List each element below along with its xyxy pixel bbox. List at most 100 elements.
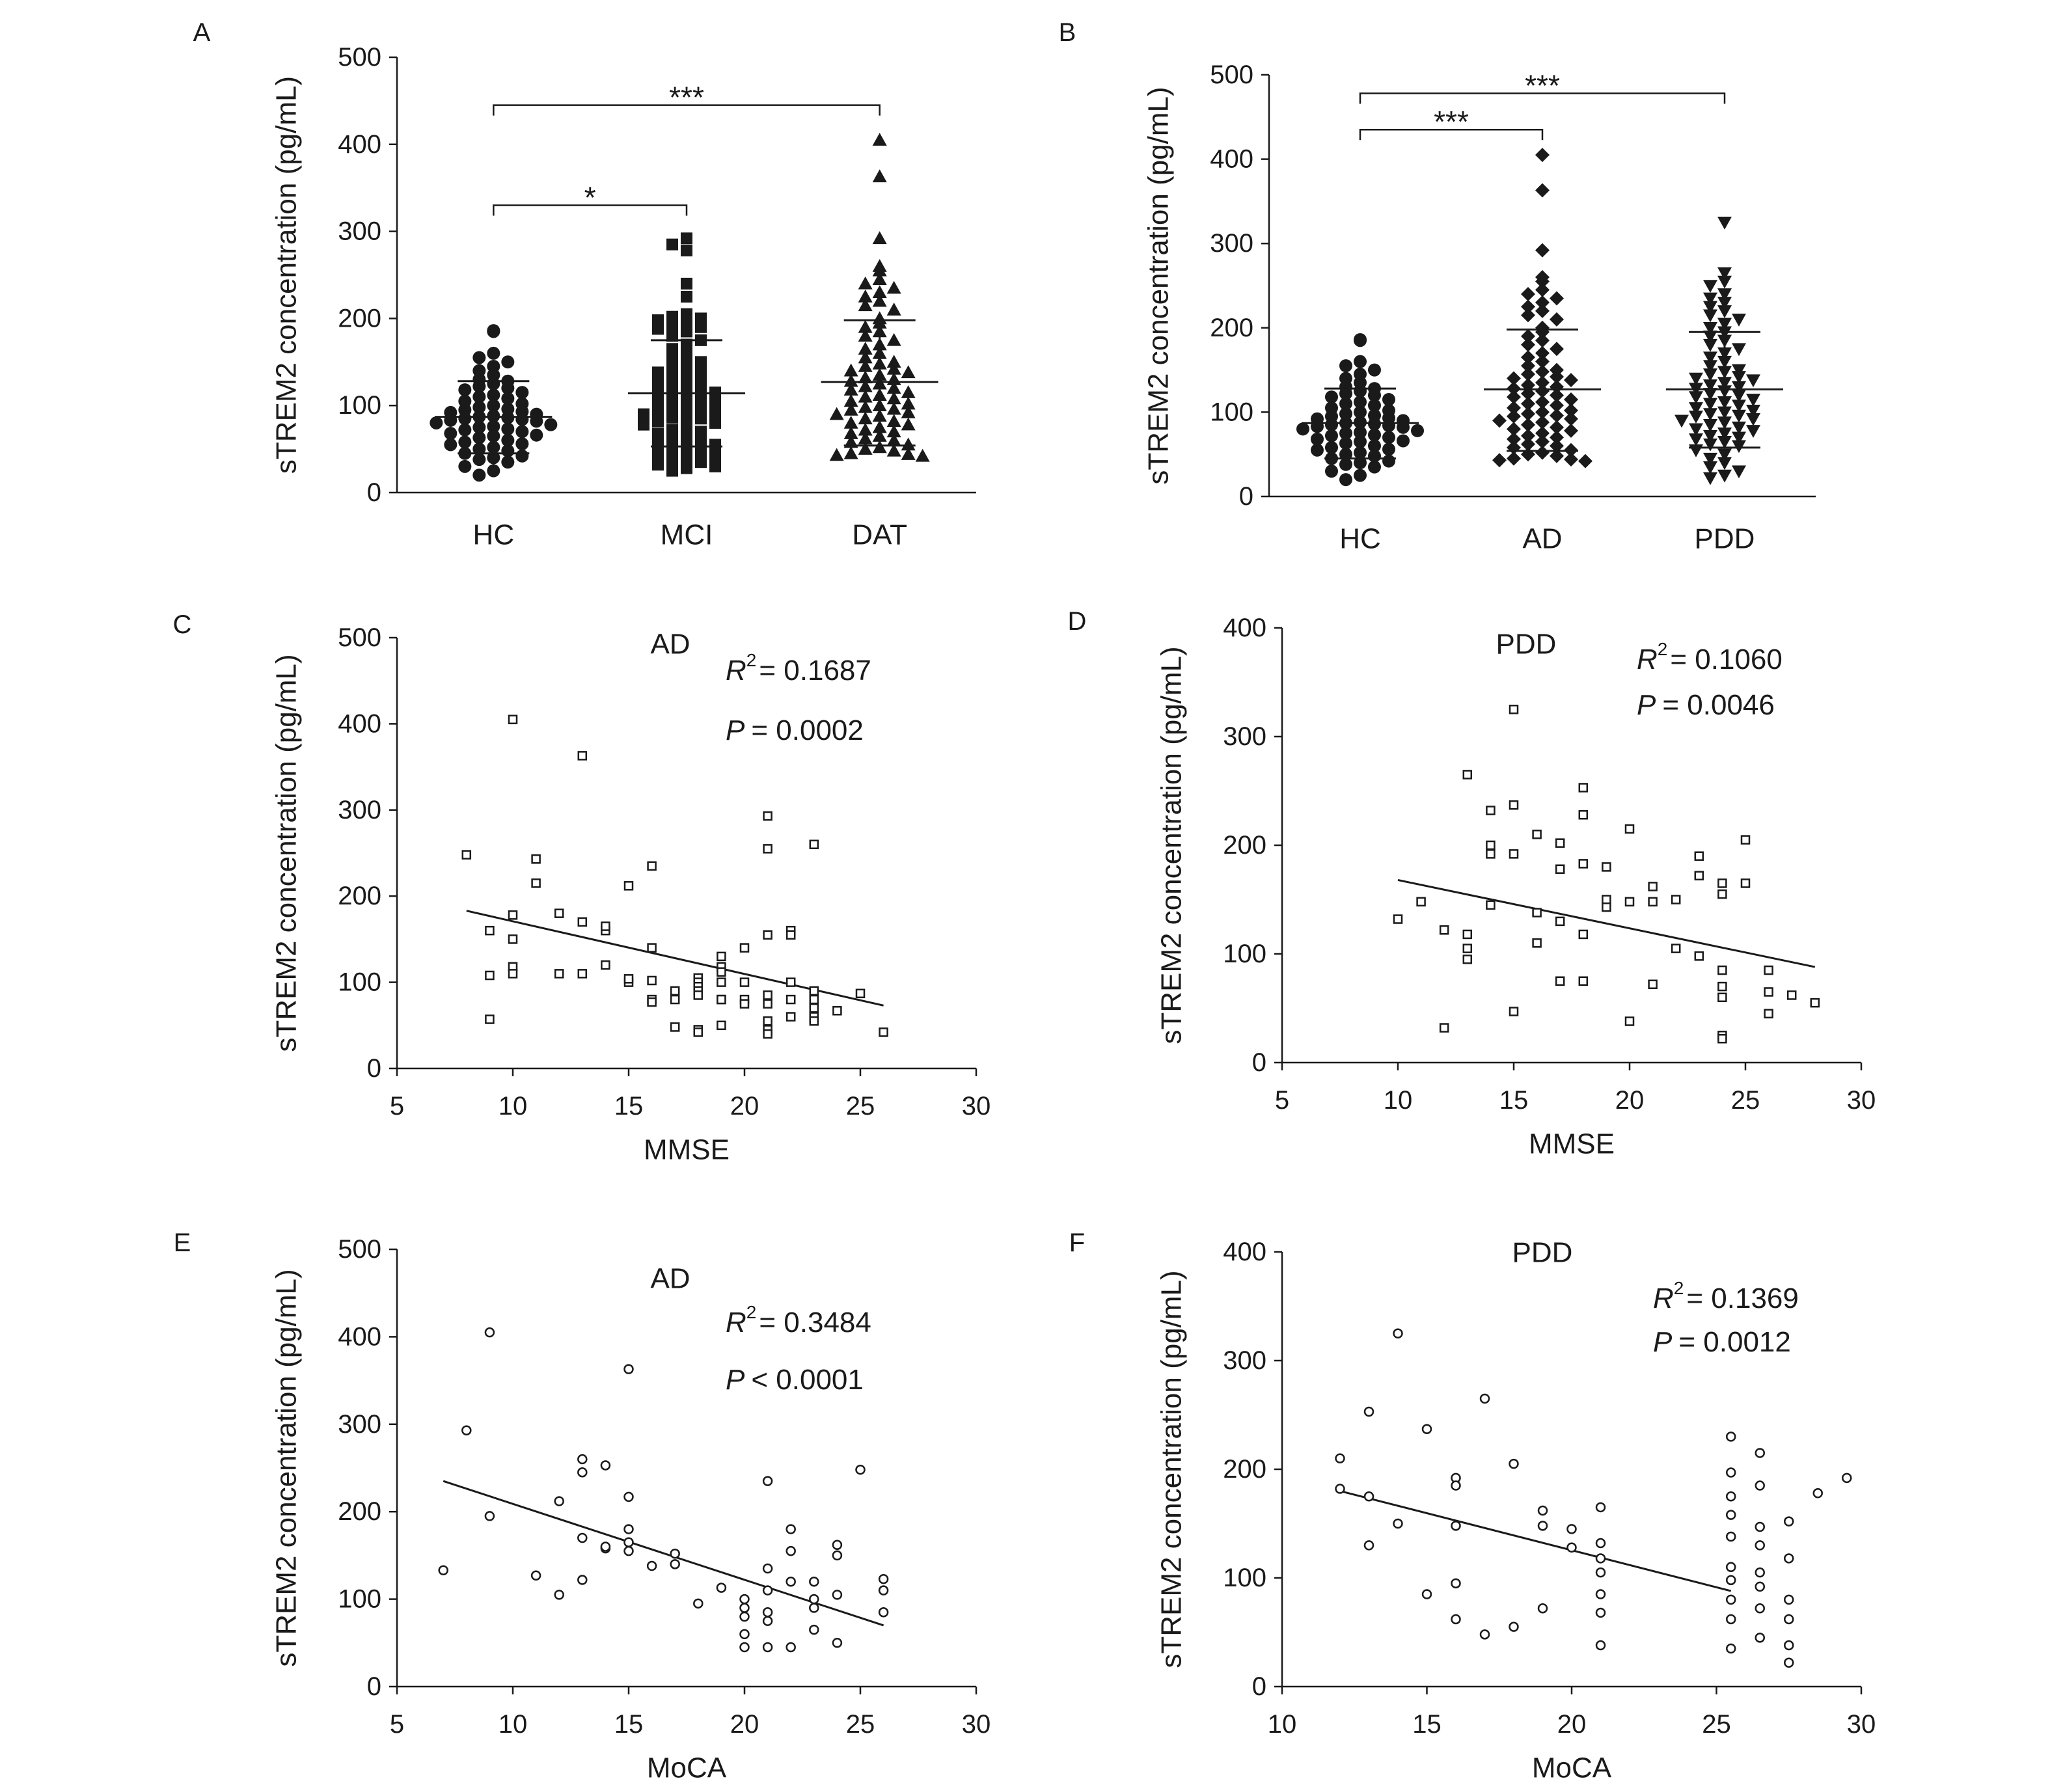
data-point xyxy=(843,383,858,396)
y-tick-label: 300 xyxy=(1210,229,1253,258)
significance-bracket xyxy=(493,104,881,116)
data-point xyxy=(695,444,707,457)
data-point xyxy=(1694,871,1704,881)
data-point xyxy=(695,456,707,468)
data-point xyxy=(1397,434,1410,448)
data-point xyxy=(1462,929,1473,940)
data-point xyxy=(1578,454,1592,468)
data-point xyxy=(1339,407,1352,420)
panel-e: E 0 100 200 300 400 500 sTREM2 concentration (p… xyxy=(174,1229,991,1784)
y-tick-label: 0 xyxy=(367,1054,381,1083)
y-axis-title: sTREM2 concentration (pg/mL) xyxy=(1156,646,1188,1044)
data-point xyxy=(623,881,634,891)
data-point xyxy=(693,1598,704,1609)
data-point xyxy=(1507,409,1521,424)
r-squared-label: R2= 0.3484 xyxy=(726,1302,871,1338)
data-point xyxy=(915,448,930,462)
data-point xyxy=(739,1642,750,1653)
data-point xyxy=(1462,770,1473,780)
data-point xyxy=(1451,1578,1461,1589)
data-point xyxy=(554,1590,564,1600)
data-point xyxy=(1550,388,1564,403)
data-point xyxy=(762,1642,773,1653)
data-point xyxy=(1602,895,1611,904)
data-point xyxy=(1717,457,1732,470)
data-point xyxy=(1509,1458,1519,1469)
data-point xyxy=(1726,1562,1736,1573)
significance-bracket xyxy=(1359,92,1726,104)
data-point xyxy=(472,379,486,393)
data-point xyxy=(1764,987,1773,997)
data-point xyxy=(1507,400,1521,415)
data-point xyxy=(623,1537,634,1547)
data-point xyxy=(1746,374,1760,388)
data-point xyxy=(1537,1521,1548,1531)
data-point xyxy=(1492,453,1507,468)
data-point xyxy=(1755,1567,1765,1578)
data-point xyxy=(872,293,887,307)
y-axis-title: sTREM2 concentration (pg/mL) xyxy=(271,76,303,474)
data-point xyxy=(858,350,873,364)
x-tick-label: 30 xyxy=(1847,1086,1876,1115)
data-point xyxy=(681,462,692,474)
data-point xyxy=(647,997,657,1007)
data-point xyxy=(886,424,901,438)
data-point xyxy=(670,1559,680,1569)
data-point xyxy=(858,359,873,372)
data-point xyxy=(739,999,750,1009)
data-point xyxy=(901,417,916,431)
data-point xyxy=(1507,431,1521,446)
data-point xyxy=(886,303,901,316)
data-point xyxy=(739,977,750,987)
data-point xyxy=(1325,441,1338,454)
data-point xyxy=(858,298,873,312)
data-point xyxy=(1566,1542,1577,1553)
data-point xyxy=(1689,444,1703,457)
data-point xyxy=(1451,1480,1461,1491)
data-point xyxy=(1550,430,1564,445)
x-category-label: HC xyxy=(1339,523,1381,555)
data-point xyxy=(739,1603,750,1613)
data-point xyxy=(1732,409,1746,423)
data-point xyxy=(1521,359,1535,373)
data-point xyxy=(472,453,486,467)
data-point xyxy=(1810,998,1820,1008)
data-point xyxy=(763,930,772,940)
p-value-label: P = 0.0002 xyxy=(726,714,864,746)
data-point xyxy=(901,405,916,418)
data-point xyxy=(878,1607,889,1618)
data-point xyxy=(886,391,901,405)
data-point xyxy=(1382,442,1395,456)
data-point xyxy=(872,285,887,299)
x-tick-label: 25 xyxy=(846,1710,875,1739)
data-point xyxy=(1703,292,1717,306)
panel-b: B 0 100 200 300 400 500 sTREM2 concentration (p… xyxy=(1059,18,1816,555)
data-point xyxy=(1421,1589,1432,1599)
regression-line xyxy=(1339,1489,1732,1592)
data-point xyxy=(1595,1567,1606,1578)
y-axis-title: sTREM2 concentration (pg/mL) xyxy=(1143,87,1175,484)
data-point xyxy=(762,1585,773,1595)
data-point xyxy=(1325,390,1338,404)
data-point xyxy=(832,1638,843,1648)
data-point xyxy=(1732,343,1746,357)
data-point xyxy=(670,994,680,1005)
y-tick-label: 500 xyxy=(338,623,381,652)
data-point xyxy=(693,990,704,1000)
data-point xyxy=(1532,908,1542,917)
data-point xyxy=(1602,862,1611,872)
data-point xyxy=(1521,428,1535,443)
data-point xyxy=(1492,413,1507,428)
data-point xyxy=(1740,835,1751,845)
data-point xyxy=(1595,1589,1606,1599)
data-point xyxy=(577,1532,588,1543)
data-point xyxy=(515,437,529,451)
data-point xyxy=(762,1607,773,1618)
data-point xyxy=(1595,1553,1606,1564)
data-point xyxy=(444,413,458,427)
data-point xyxy=(461,1425,472,1435)
data-point xyxy=(1382,392,1395,406)
data-point xyxy=(530,414,543,428)
data-point xyxy=(670,986,680,996)
